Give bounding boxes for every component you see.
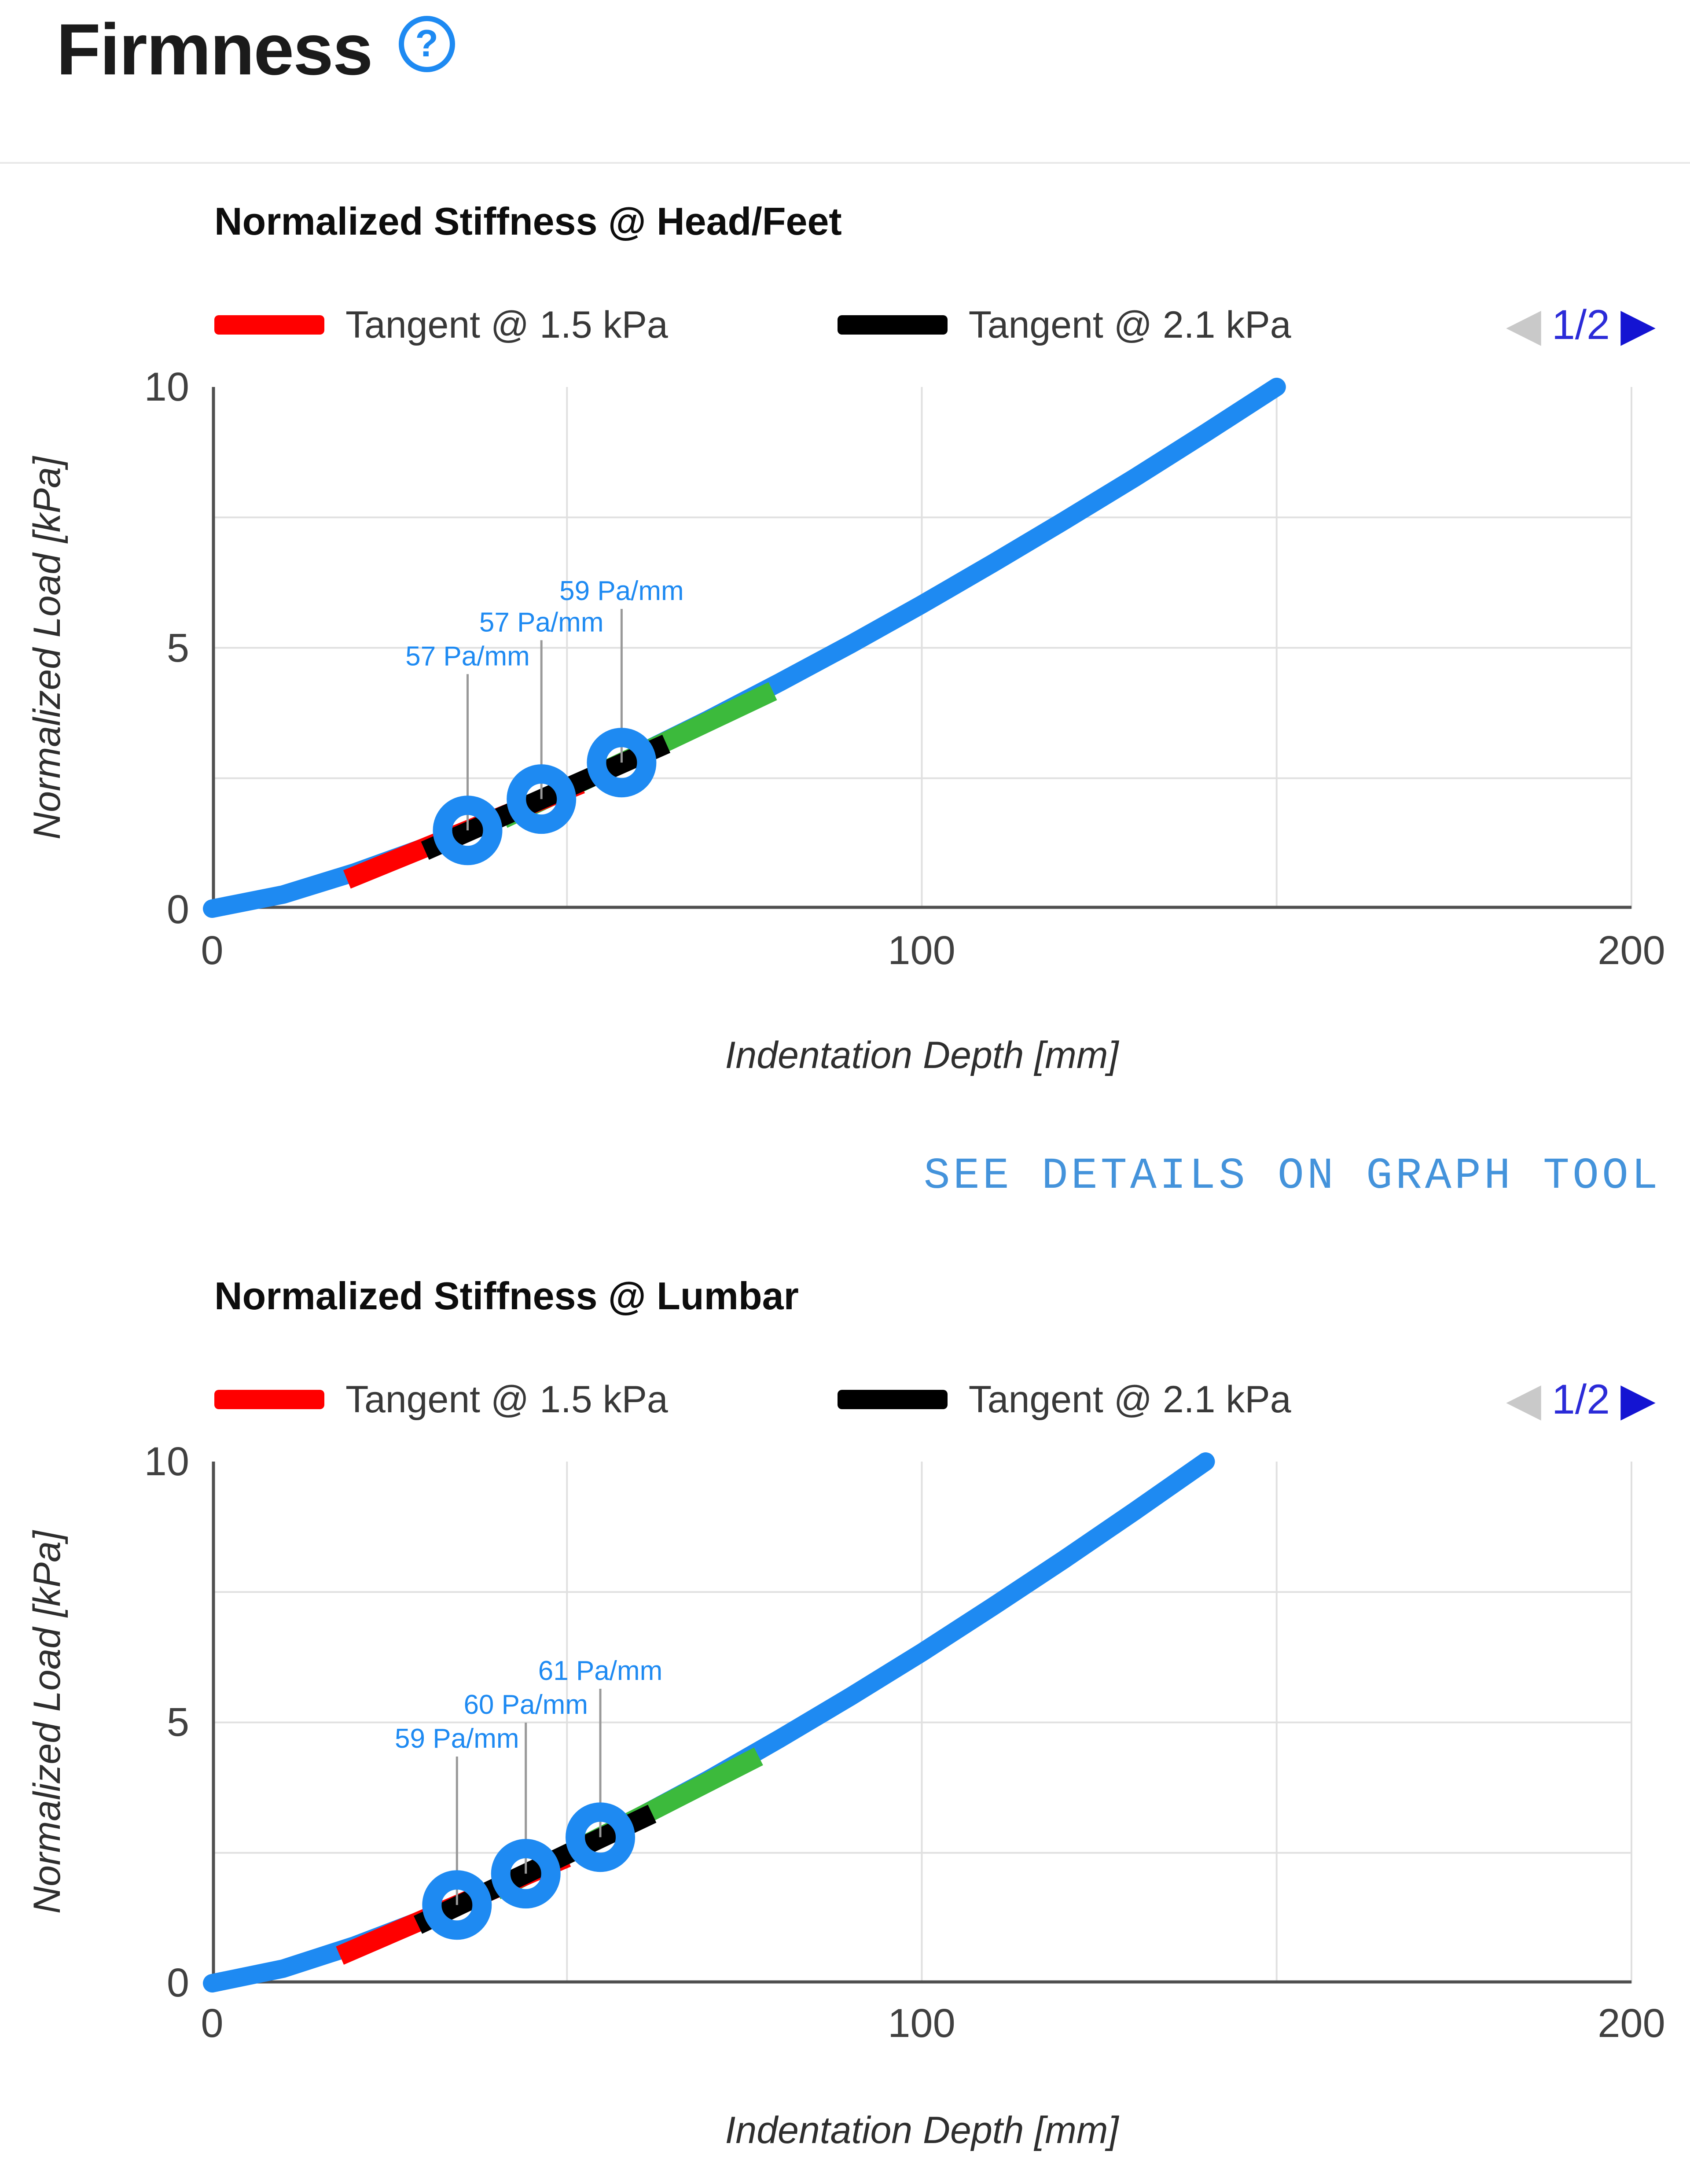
stiffness-chart-lumbar: 59 Pa/mm 60 Pa/mm 61 Pa/mm bbox=[203, 1452, 1632, 1992]
prev-page-icon[interactable]: ◀ bbox=[1506, 1374, 1541, 1425]
legend-label: Tangent @ 1.5 kPa bbox=[345, 303, 668, 346]
legend: Tangent @ 1.5 kPa Tangent @ 2.1 kPa bbox=[214, 303, 1291, 347]
x-tick-100: 100 bbox=[888, 2001, 955, 2046]
legend-item-tangent-1-5: Tangent @ 1.5 kPa bbox=[214, 1378, 668, 1422]
red-line-swatch bbox=[214, 1390, 324, 1409]
y-tick-0: 0 bbox=[166, 887, 189, 932]
svg-text:59 Pa/mm: 59 Pa/mm bbox=[559, 576, 684, 606]
x-tick-200: 200 bbox=[1598, 928, 1665, 973]
x-tick-100: 100 bbox=[888, 928, 955, 973]
legend-pager: ◀ 1/2 ▶ bbox=[1506, 299, 1656, 350]
svg-text:57 Pa/mm: 57 Pa/mm bbox=[405, 641, 530, 671]
legend-label: Tangent @ 2.1 kPa bbox=[968, 303, 1291, 346]
svg-text:60 Pa/mm: 60 Pa/mm bbox=[463, 1690, 588, 1720]
next-page-icon[interactable]: ▶ bbox=[1620, 1374, 1656, 1425]
black-line-swatch bbox=[837, 315, 948, 335]
x-axis-title: Indentation Depth [mm] bbox=[725, 2109, 1119, 2151]
legend-item-tangent-2-1: Tangent @ 2.1 kPa bbox=[837, 1378, 1291, 1422]
y-tick-10: 10 bbox=[144, 365, 189, 409]
header-divider bbox=[0, 162, 1690, 164]
y-tick-5: 5 bbox=[166, 626, 189, 670]
prev-page-icon[interactable]: ◀ bbox=[1506, 299, 1541, 350]
next-page-icon[interactable]: ▶ bbox=[1620, 299, 1656, 350]
see-details-on-graph-tool-link[interactable]: SEE DETAILS ON GRAPH TOOL bbox=[923, 1152, 1661, 1201]
legend: Tangent @ 1.5 kPa Tangent @ 2.1 kPa bbox=[214, 1378, 1291, 1422]
legend-row-lumbar: Tangent @ 1.5 kPa Tangent @ 2.1 kPa ◀ 1/… bbox=[214, 1374, 1656, 1425]
y-tick-5: 5 bbox=[166, 1700, 189, 1745]
legend-label: Tangent @ 1.5 kPa bbox=[345, 1378, 668, 1421]
page-header: Firmness ? bbox=[56, 8, 455, 91]
chart-title-head-feet: Normalized Stiffness @ Head/Feet bbox=[214, 199, 842, 243]
y-tick-10: 10 bbox=[144, 1439, 189, 1484]
legend-row-head-feet: Tangent @ 1.5 kPa Tangent @ 2.1 kPa ◀ 1/… bbox=[214, 299, 1656, 350]
legend-item-tangent-2-1: Tangent @ 2.1 kPa bbox=[837, 303, 1291, 347]
svg-text:57 Pa/mm: 57 Pa/mm bbox=[479, 607, 604, 637]
x-tick-200: 200 bbox=[1598, 2001, 1665, 2046]
x-tick-0: 0 bbox=[201, 928, 224, 973]
page-title: Firmness bbox=[56, 9, 373, 90]
svg-text:59 Pa/mm: 59 Pa/mm bbox=[395, 1724, 519, 1754]
black-line-swatch bbox=[837, 1390, 948, 1409]
chart-title-lumbar: Normalized Stiffness @ Lumbar bbox=[214, 1274, 799, 1318]
x-axis-title: Indentation Depth [mm] bbox=[725, 1034, 1119, 1076]
legend-item-tangent-1-5: Tangent @ 1.5 kPa bbox=[214, 303, 668, 347]
legend-label: Tangent @ 2.1 kPa bbox=[968, 1378, 1291, 1421]
legend-pager: ◀ 1/2 ▶ bbox=[1506, 1374, 1656, 1425]
y-tick-0: 0 bbox=[166, 1960, 189, 2005]
y-axis-title: Normalized Load [kPa] bbox=[26, 1531, 68, 1914]
help-icon[interactable]: ? bbox=[398, 15, 455, 72]
legend-page-indicator: 1/2 bbox=[1551, 1376, 1610, 1423]
x-tick-0: 0 bbox=[201, 2001, 224, 2046]
y-axis-title: Normalized Load [kPa] bbox=[26, 457, 68, 840]
red-line-swatch bbox=[214, 315, 324, 335]
legend-page-indicator: 1/2 bbox=[1551, 301, 1610, 348]
svg-text:61 Pa/mm: 61 Pa/mm bbox=[538, 1656, 663, 1686]
